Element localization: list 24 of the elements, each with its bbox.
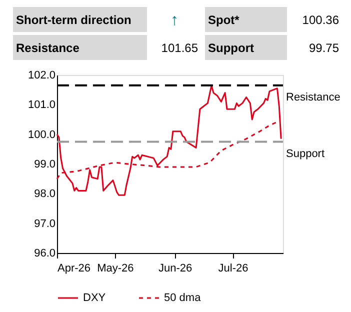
text: Support (208, 41, 254, 55)
x-tick-label: Apr-26 (58, 262, 91, 274)
legend-label: DXY (83, 292, 106, 304)
x-tick-label: Jul-26 (218, 262, 248, 274)
y-tick-label: 102.0 (28, 70, 56, 82)
text: ↑ (170, 12, 178, 29)
y-tick-label: 97.0 (34, 218, 56, 230)
x-tick-label: May-26 (97, 262, 134, 274)
ref-line-label: Resistance (286, 91, 340, 104)
legend-label: 50 dma (164, 292, 202, 304)
line-series (56, 84, 282, 196)
text: Spot* (208, 13, 240, 27)
y-tick-label: 96.0 (34, 248, 56, 260)
y-tick-label: 99.0 (34, 158, 56, 170)
y-tick-label: 100.0 (28, 128, 56, 141)
text: 99.75 (308, 41, 340, 55)
y-tick-label: 101.0 (28, 99, 56, 112)
text: 100.36 (302, 13, 340, 27)
x-tick-label: Jun-26 (158, 262, 192, 274)
text: Short-term direction (16, 13, 132, 27)
ref-line-label: Support (286, 148, 325, 160)
text: Resistance (16, 41, 80, 55)
y-tick-label: 98.0 (34, 188, 56, 200)
text: 101.65 (161, 41, 198, 55)
